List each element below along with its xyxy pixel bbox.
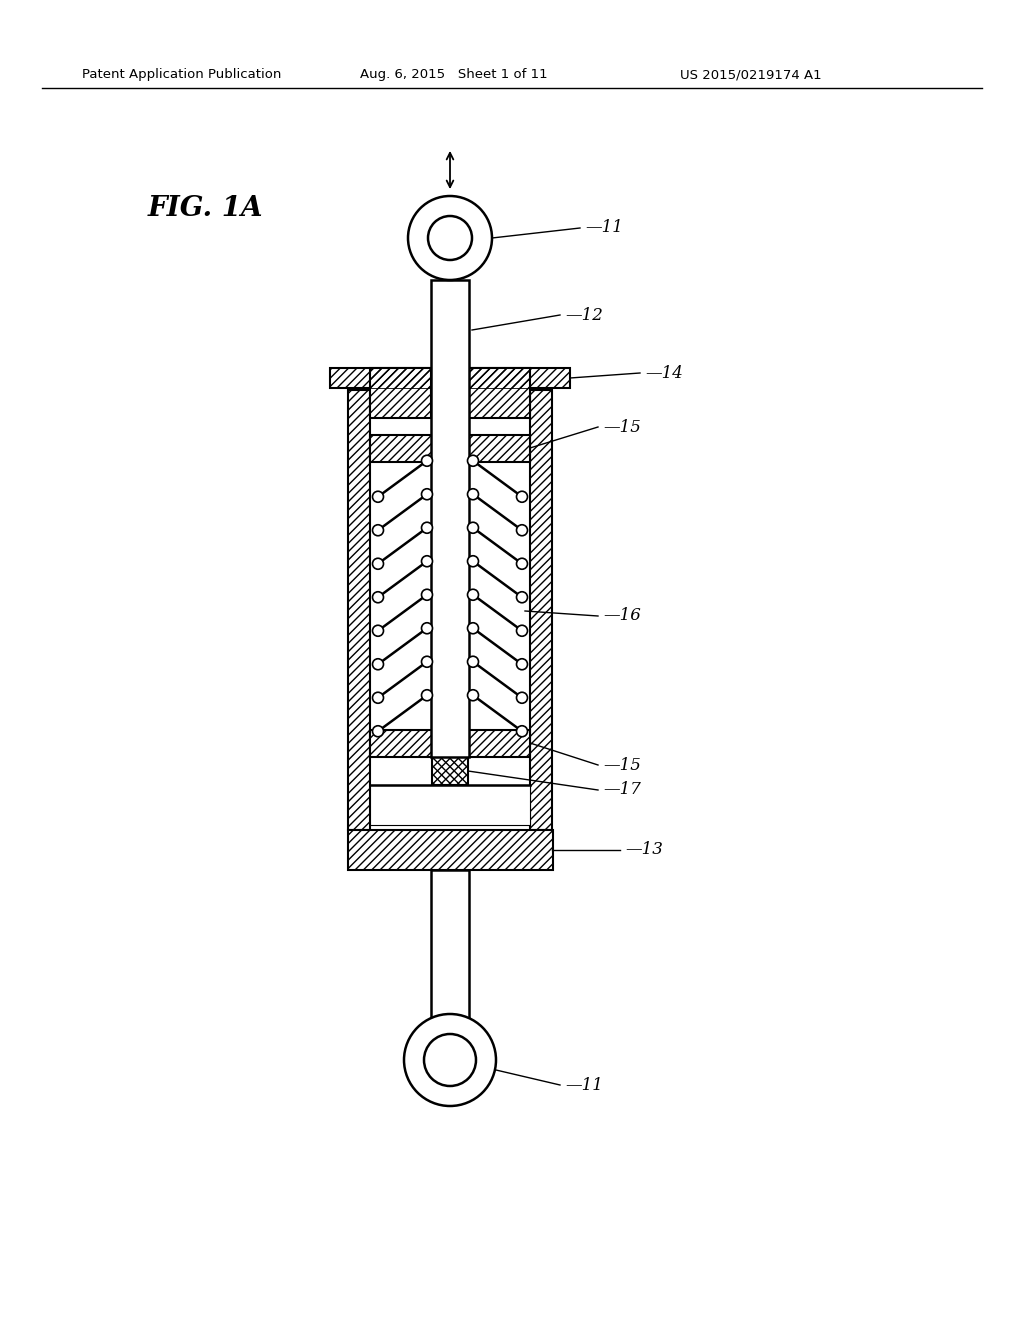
- Circle shape: [468, 589, 478, 601]
- Bar: [348, 389, 370, 830]
- Circle shape: [373, 692, 384, 704]
- Bar: [348, 830, 553, 870]
- Bar: [330, 368, 570, 388]
- Bar: [432, 756, 468, 785]
- Bar: [330, 368, 570, 388]
- Bar: [370, 368, 431, 418]
- Bar: [370, 436, 530, 462]
- Circle shape: [428, 216, 472, 260]
- Bar: [370, 785, 530, 825]
- Bar: [469, 368, 530, 418]
- Circle shape: [373, 525, 384, 536]
- Bar: [469, 368, 530, 418]
- Circle shape: [422, 623, 432, 634]
- Text: —12: —12: [565, 306, 603, 323]
- Bar: [370, 730, 530, 756]
- Circle shape: [516, 558, 527, 569]
- Circle shape: [468, 656, 478, 667]
- Text: —17: —17: [603, 781, 641, 799]
- Circle shape: [468, 455, 478, 466]
- Circle shape: [424, 1034, 476, 1086]
- Circle shape: [422, 690, 432, 701]
- Text: —15: —15: [603, 418, 641, 436]
- Text: Patent Application Publication: Patent Application Publication: [82, 69, 282, 81]
- Circle shape: [468, 690, 478, 701]
- Circle shape: [422, 656, 432, 667]
- Circle shape: [422, 455, 432, 466]
- Circle shape: [404, 1014, 496, 1106]
- Text: —15: —15: [603, 756, 641, 774]
- Bar: [370, 368, 431, 418]
- Text: —14: —14: [645, 364, 683, 381]
- Circle shape: [516, 692, 527, 704]
- Bar: [370, 436, 530, 462]
- Text: —11: —11: [585, 219, 623, 236]
- Circle shape: [516, 726, 527, 737]
- Bar: [431, 280, 469, 756]
- Bar: [530, 389, 552, 830]
- Circle shape: [516, 659, 527, 669]
- Circle shape: [468, 488, 478, 500]
- Circle shape: [468, 623, 478, 634]
- Circle shape: [516, 626, 527, 636]
- Circle shape: [373, 626, 384, 636]
- Text: —13: —13: [625, 842, 663, 858]
- Text: US 2015/0219174 A1: US 2015/0219174 A1: [680, 69, 821, 81]
- Circle shape: [373, 491, 384, 502]
- Circle shape: [373, 591, 384, 603]
- Bar: [432, 756, 468, 785]
- Bar: [530, 389, 552, 830]
- Circle shape: [408, 195, 492, 280]
- Circle shape: [373, 558, 384, 569]
- Bar: [348, 830, 553, 870]
- Circle shape: [373, 659, 384, 669]
- Bar: [370, 730, 530, 756]
- Text: FIG. 1A: FIG. 1A: [148, 195, 263, 222]
- Circle shape: [516, 525, 527, 536]
- Circle shape: [468, 556, 478, 566]
- Circle shape: [422, 589, 432, 601]
- Circle shape: [373, 726, 384, 737]
- Circle shape: [422, 556, 432, 566]
- Circle shape: [468, 523, 478, 533]
- Circle shape: [422, 523, 432, 533]
- Circle shape: [422, 488, 432, 500]
- Circle shape: [516, 491, 527, 502]
- Text: Aug. 6, 2015   Sheet 1 of 11: Aug. 6, 2015 Sheet 1 of 11: [360, 69, 548, 81]
- Text: —11: —11: [565, 1077, 603, 1093]
- Bar: [432, 756, 468, 785]
- Bar: [431, 870, 469, 1020]
- Text: —16: —16: [603, 607, 641, 624]
- Circle shape: [516, 591, 527, 603]
- Bar: [348, 389, 370, 830]
